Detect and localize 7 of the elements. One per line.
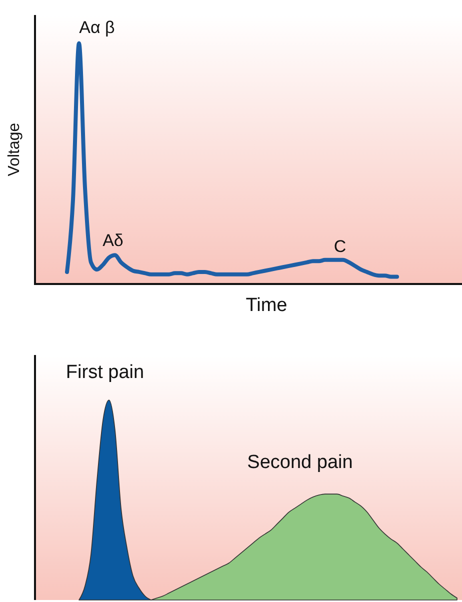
text: Aα β [79,18,116,37]
x-axis-title: Time [246,295,288,316]
series-label: Second pain [247,452,353,474]
series-label: First pain [66,362,144,384]
annotation: C [334,237,346,256]
y-axis-title: Voltage [6,122,23,176]
annotation: Aδ [102,231,124,250]
